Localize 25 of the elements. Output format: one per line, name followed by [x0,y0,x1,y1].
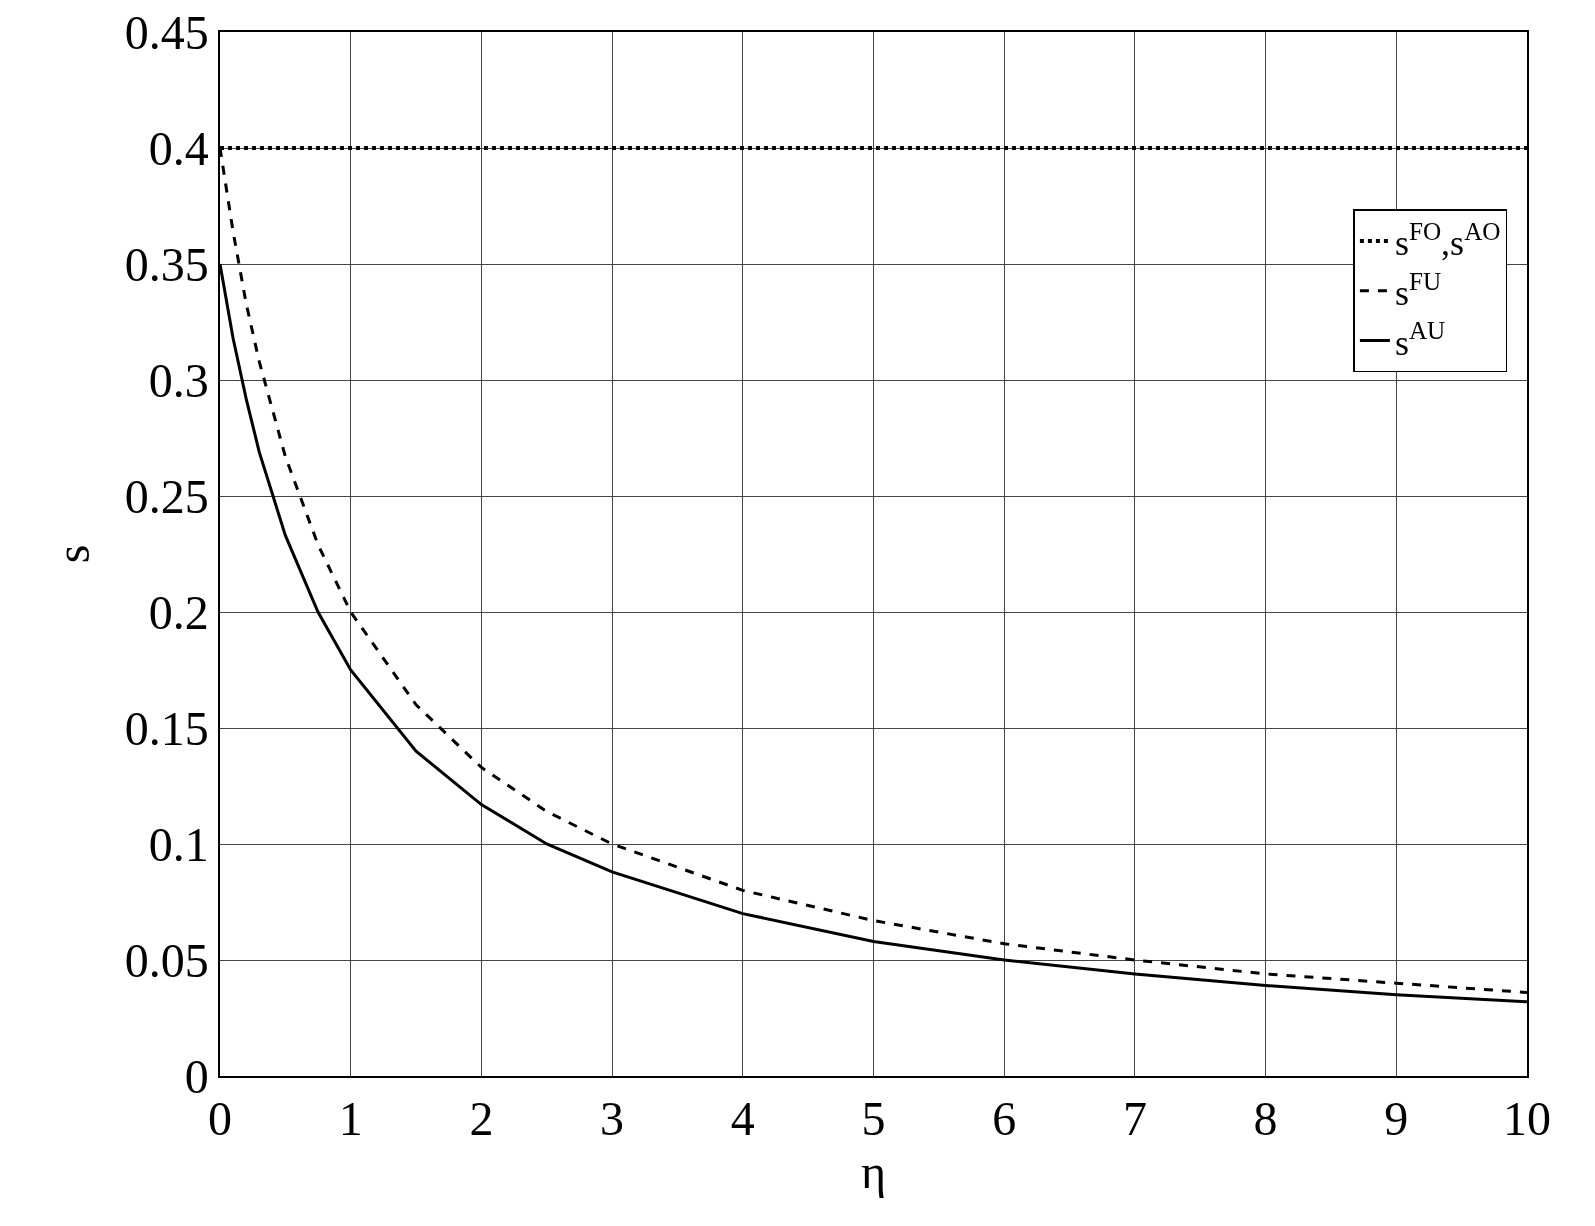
y-tick-label: 0.4 [148,121,209,175]
y-tick-label: 0.05 [124,933,209,987]
y-tick-label: 0.3 [148,353,209,407]
legend-label: s$^{FU}$ [1394,267,1442,313]
y-tick-label: 0.2 [148,585,209,639]
legend-label: s$^{AU}$ [1394,317,1446,363]
x-axis-title: η [860,1145,887,1199]
x-tick-label: 2 [469,1092,494,1146]
x-tick-label: 10 [1503,1092,1551,1146]
x-tick-label: 4 [730,1092,755,1146]
x-tick-label: 6 [992,1092,1017,1146]
x-tick-label: 5 [861,1092,886,1146]
legend-label: s$^{FO}$,s$^{AO}$ [1394,217,1501,263]
x-tick-label: 7 [1122,1092,1147,1146]
y-axis-title: s [45,544,99,564]
x-tick-label: 8 [1253,1092,1278,1146]
y-tick-label: 0.35 [124,237,209,291]
x-tick-label: 9 [1384,1092,1409,1146]
y-tick-label: 0 [184,1049,209,1103]
y-tick-label: 0.15 [124,701,209,755]
x-tick-label: 3 [600,1092,625,1146]
y-tick-label: 0.25 [124,469,209,523]
y-tick-label: 0.1 [148,817,209,871]
y-tick-label: 0.45 [124,5,209,59]
x-tick-label: 1 [338,1092,363,1146]
